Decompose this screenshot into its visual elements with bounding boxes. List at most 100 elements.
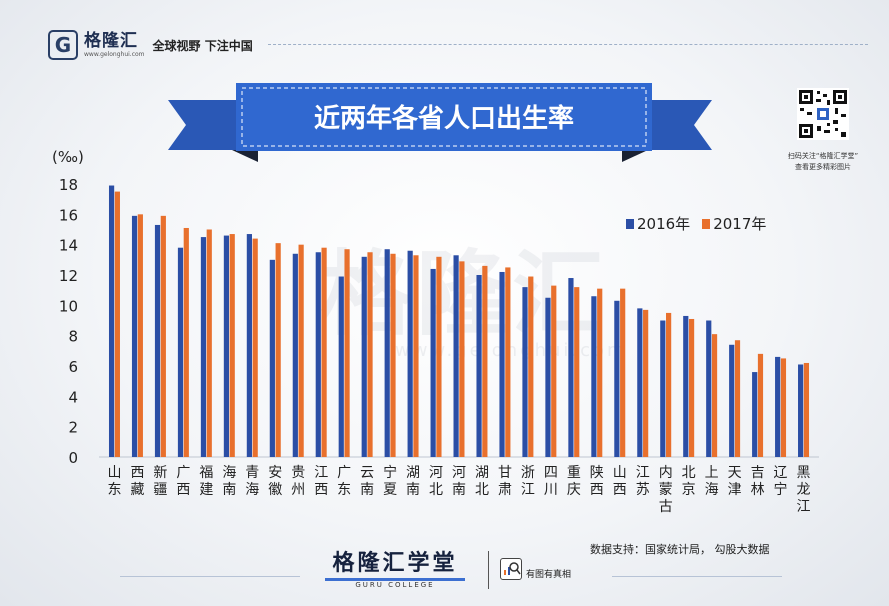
logo-icon[interactable]: G	[48, 30, 78, 60]
bar-2017	[711, 334, 718, 457]
logo-name: 格隆汇	[84, 30, 138, 51]
y-tick-label: 8	[68, 328, 78, 346]
bars	[108, 185, 810, 457]
x-tick-label: 河北	[429, 465, 443, 498]
y-axis: 0 2 4 6 8 10 12 14 16 18	[59, 176, 78, 467]
x-tick-label: 重庆	[567, 465, 581, 498]
bar-2016	[131, 215, 138, 457]
banner-right-tail	[640, 100, 712, 150]
x-tick-label: 四川	[544, 465, 558, 498]
chart-title: 近两年各省人口出生率	[314, 103, 574, 134]
logo[interactable]: 格隆汇 www.gelonghui.com	[84, 30, 145, 58]
legend: 2016年 2017年	[626, 213, 778, 234]
bar-2016	[545, 297, 551, 457]
y-tick-label: 10	[59, 297, 78, 315]
bar-2016	[338, 276, 344, 457]
bar-2017	[620, 288, 626, 457]
x-tick-label: 甘肃	[498, 465, 512, 498]
bar-2016	[752, 372, 758, 457]
qr-caption-line2: 查看更多精彩图片	[795, 163, 851, 171]
x-tick-label: 贵州	[291, 465, 305, 498]
bar-2016	[407, 250, 413, 457]
bar-2017	[688, 318, 695, 457]
college-logo[interactable]: 格隆汇学堂 GURU COLLEGE	[311, 551, 479, 589]
header-divider	[268, 44, 868, 45]
legend-swatch-2016	[626, 218, 634, 229]
x-tick-label: 江苏	[636, 465, 650, 498]
y-unit-label: (‰)	[52, 148, 84, 166]
bar-2016	[706, 320, 712, 457]
x-tick-label: 山东	[107, 465, 121, 498]
footer-vertical-divider	[488, 551, 489, 589]
bar-2017	[734, 340, 741, 457]
x-tick-label: 吉林	[751, 465, 765, 498]
bar-2016	[499, 271, 505, 457]
bar-2016	[683, 315, 689, 457]
bar-2017	[298, 244, 304, 457]
bar-2016	[200, 237, 207, 457]
x-tick-label: 河南	[452, 465, 466, 498]
y-tick-label: 16	[59, 206, 78, 224]
bar-2016	[292, 253, 298, 457]
slogan: 全球视野 下注中国	[152, 38, 253, 53]
qr-code[interactable]	[797, 88, 849, 140]
bar-2017	[390, 253, 396, 457]
bar-2016	[453, 255, 459, 457]
bar-2016	[246, 234, 252, 457]
bar-2017	[436, 256, 442, 457]
x-tick-label: 陕西	[590, 465, 604, 498]
x-tick-label: 山西	[613, 465, 627, 498]
x-tick-label: 浙江	[521, 465, 535, 498]
bar-2017	[551, 285, 557, 457]
bar-2017	[505, 267, 511, 457]
x-tick-label: 宁夏	[383, 464, 397, 498]
bar-2016	[637, 308, 643, 457]
legend-swatch-2017	[702, 218, 711, 229]
title-banner: 近两年各省人口出生率	[168, 83, 712, 162]
bar-2017	[137, 214, 143, 457]
x-axis-labels: 山东西藏新疆广西福建海南青海安徽贵州江西广东云南宁夏湖南河北河南湖北甘肃浙江四川…	[107, 464, 810, 515]
bar-2016	[476, 275, 482, 457]
x-tick-label: 天津	[728, 465, 742, 498]
legend-item-2017: 2017年	[702, 213, 766, 234]
y-tick-label: 6	[68, 358, 78, 376]
footer-divider-right	[612, 576, 782, 577]
footer-divider-left	[120, 576, 300, 577]
bar-2016	[108, 185, 115, 457]
college-subtitle: GURU COLLEGE	[355, 581, 435, 589]
bar-2017	[780, 358, 787, 457]
bar-2016	[522, 287, 528, 457]
bar-2016	[568, 278, 574, 457]
bar-2016	[223, 235, 230, 457]
x-tick-label: 新疆	[153, 465, 167, 498]
logo-url: www.gelonghui.com	[84, 50, 145, 58]
legend-item-2016: 2016年	[626, 213, 690, 234]
bar-2016	[269, 259, 275, 457]
bar-2017	[321, 247, 327, 457]
bar-2017	[344, 249, 350, 457]
y-tick-label: 0	[68, 449, 78, 467]
y-tick-label: 14	[59, 237, 78, 255]
bar-2017	[367, 252, 373, 457]
truth-text: 有图有真相	[526, 570, 572, 580]
truth-badge[interactable]: 有图有真相	[500, 557, 571, 580]
bar-2017	[757, 353, 764, 457]
bar-2017	[528, 276, 534, 457]
bar-2016	[660, 320, 666, 457]
legend-label-2017: 2017年	[713, 215, 767, 233]
bar-2017	[574, 287, 580, 457]
bar-2017	[666, 312, 672, 457]
bar-2017	[229, 234, 235, 457]
x-tick-label: 广东	[337, 465, 351, 498]
banner-left-fold	[232, 150, 258, 162]
bar-2016	[798, 364, 804, 457]
banner-right-fold	[622, 150, 648, 162]
y-tick-label: 12	[59, 267, 78, 285]
x-tick-label: 上海	[705, 465, 719, 498]
y-tick-label: 4	[68, 388, 78, 406]
x-tick-label: 福建	[199, 465, 213, 498]
x-tick-label: 内蒙古	[659, 465, 673, 515]
x-tick-label: 海南	[222, 465, 236, 498]
x-tick-label: 云南	[360, 465, 374, 498]
